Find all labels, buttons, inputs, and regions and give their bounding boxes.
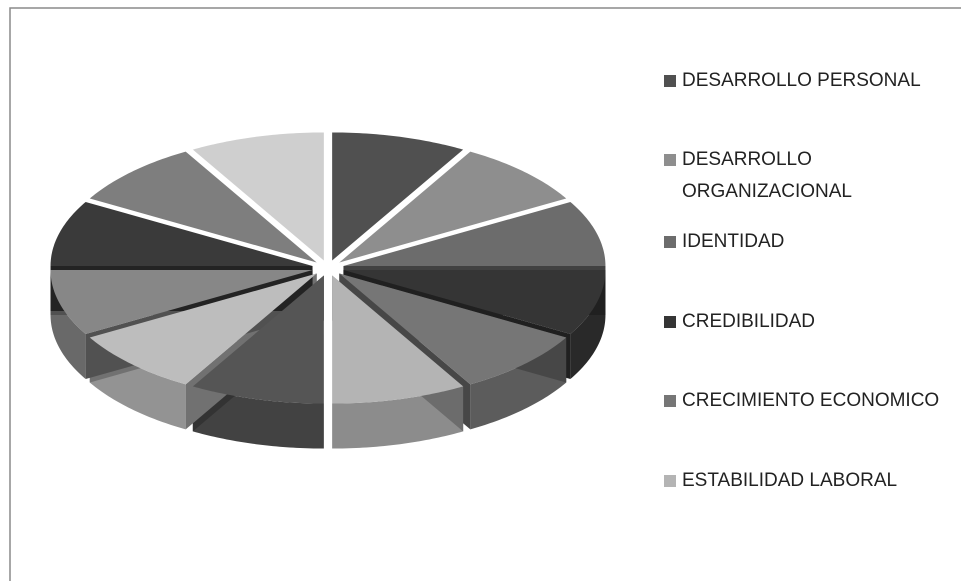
legend-item: ESTABILIDAD LABORAL bbox=[664, 465, 954, 497]
pie-slice bbox=[50, 201, 313, 266]
legend-label: IDENTIDAD bbox=[682, 231, 785, 252]
legend-swatch bbox=[664, 154, 676, 166]
legend-item: CREDIBILIDAD bbox=[664, 306, 954, 338]
pie-slice bbox=[332, 132, 464, 261]
legend-swatch bbox=[664, 75, 676, 87]
pie-slice bbox=[343, 201, 606, 266]
legend-label: CREDIBILIDAD bbox=[682, 311, 816, 332]
legend-swatch bbox=[664, 475, 676, 487]
pie-slice bbox=[332, 275, 464, 404]
legend-label: DESARROLLO ORGANIZACIONAL bbox=[682, 149, 852, 202]
legend-label: DESARROLLO PERSONAL bbox=[682, 70, 921, 91]
pie-slice bbox=[89, 273, 317, 385]
pie-slice bbox=[343, 270, 606, 335]
legend-label: CRECIMIENTO ECONOMICO bbox=[682, 390, 940, 411]
legend-label: ESTABILIDAD LABORAL bbox=[682, 470, 898, 491]
pie-slice bbox=[192, 275, 324, 404]
pie-slice bbox=[89, 151, 317, 263]
pie-slice bbox=[192, 132, 324, 261]
legend-swatch bbox=[664, 236, 676, 248]
pie-slice bbox=[50, 270, 313, 335]
legend-item: CRECIMIENTO ECONOMICO bbox=[664, 385, 954, 417]
pie-slice bbox=[339, 151, 567, 263]
chart-frame bbox=[9, 7, 961, 581]
legend-swatch bbox=[664, 395, 676, 407]
pie-slice-side bbox=[50, 270, 86, 380]
legend-item: IDENTIDAD bbox=[664, 226, 954, 258]
legend-swatch bbox=[664, 316, 676, 328]
legend-item: DESARROLLO PERSONAL bbox=[664, 65, 954, 97]
legend-item: DESARROLLO ORGANIZACIONAL bbox=[664, 144, 954, 208]
pie-slice-side bbox=[570, 270, 606, 380]
pie-slice bbox=[339, 273, 567, 385]
